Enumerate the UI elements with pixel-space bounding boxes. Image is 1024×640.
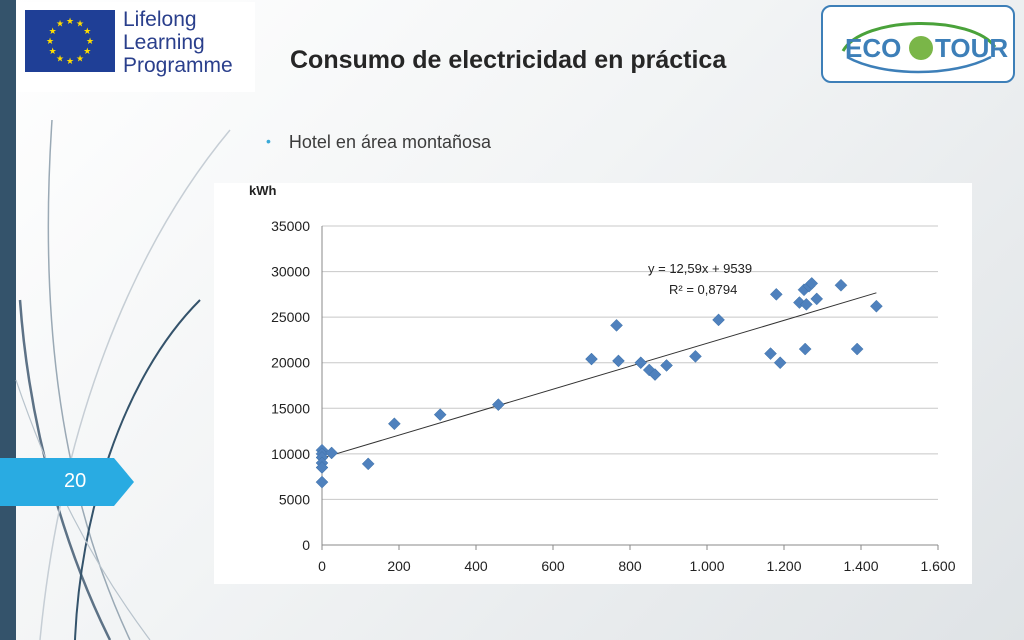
slide-title: Consumo de electricidad en práctica [290,46,727,74]
eu-star-icon: ★ [56,53,64,63]
x-tick-label: 800 [618,558,642,574]
logo-line-3: Programme [123,54,233,77]
data-point [585,352,598,366]
data-point [433,408,447,422]
logo-line-1: Lifelong [123,8,197,31]
trendline [321,292,877,459]
x-tick-label: 1.600 [920,558,955,574]
eu-star-icon: ★ [46,36,54,46]
eu-star-icon: ★ [76,53,84,63]
x-tick-label: 1.000 [689,558,724,574]
bullet-dot-icon: • [266,133,271,149]
data-point [810,292,824,306]
eu-star-icon: ★ [56,19,64,29]
x-tick-label: 200 [387,558,411,574]
data-point [769,288,783,301]
y-axis-label: kWh [249,183,277,198]
x-tick-label: 1.400 [843,558,878,574]
data-point [660,359,673,372]
logo-line-2: Learning [123,31,205,54]
x-tick-label: 1.200 [766,558,801,574]
y-tick-label: 15000 [271,400,310,416]
x-tick-label: 600 [541,558,565,574]
y-tick-label: 10000 [271,446,310,462]
bullet-text: Hotel en área montañosa [288,132,492,152]
data-point [805,277,819,290]
svg-text:ECO: ECO [845,33,901,63]
y-tick-label: 30000 [271,264,310,280]
data-point [834,278,848,292]
page-number: 20 [64,470,87,492]
eu-star-icon: ★ [49,26,57,36]
y-tick-label: 20000 [271,355,310,371]
eu-star-icon: ★ [83,26,91,36]
x-tick-label: 0 [318,558,326,574]
data-point [610,318,623,332]
eu-star-icon: ★ [49,46,57,56]
data-point [773,356,787,370]
data-point [612,354,625,368]
data-point [388,417,401,431]
data-point [634,356,648,370]
data-point [689,349,702,363]
data-point [491,398,505,411]
data-point [850,342,864,356]
data-point [315,475,329,489]
scatter-chart: 0 5000 10000 15000 20000 25000 30000 35000 0 200 4… [214,183,972,584]
y-tick-label: 5000 [279,491,310,507]
data-point [870,299,883,313]
ecotour-logo: ECO TOUR [821,5,1015,83]
eu-star-icon: ★ [83,46,91,56]
eu-star-icon: ★ [66,56,74,66]
r-squared-label: R² = 0,8794 [669,282,738,297]
data-point [799,298,813,311]
data-point [315,461,329,474]
y-tick-label: 35000 [271,218,310,234]
eu-flag-icon: ★ ★ ★ ★ ★ ★ ★ ★ ★ ★ ★ ★ [25,10,115,72]
svg-text:TOUR: TOUR [935,33,1008,63]
eu-star-icon: ★ [76,19,84,29]
trendline-equation: y = 12,59x + 9539 [648,261,753,276]
bullet-item: • Hotel en área montañosa [266,132,491,153]
lifelong-learning-logo: ★ ★ ★ ★ ★ ★ ★ ★ ★ ★ ★ ★ Lifelong Learning Programme [17,2,255,92]
data-point [325,446,338,460]
chart-canvas: 0 5000 10000 15000 20000 25000 30000 35000 0 200 4… [271,218,956,574]
data-point [361,457,375,471]
data-point [648,368,662,381]
data-point [798,342,812,356]
eu-star-icon: ★ [86,36,94,46]
y-tick-label: 0 [302,537,310,553]
data-point [712,313,725,327]
data-point [764,347,777,360]
eu-star-icon: ★ [66,16,74,26]
x-tick-label: 400 [464,558,488,574]
y-tick-label: 25000 [271,309,310,325]
page-number-tab [0,458,134,506]
